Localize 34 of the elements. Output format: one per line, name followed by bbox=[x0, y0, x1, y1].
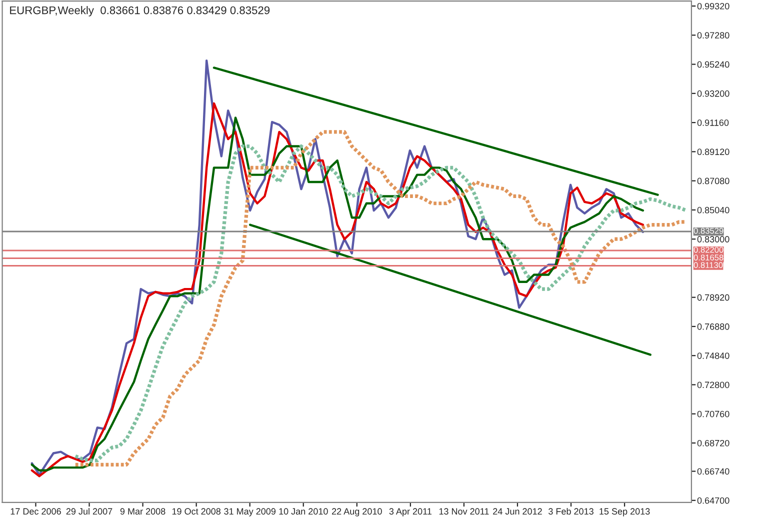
y-tick-label: 0.97280 bbox=[697, 32, 730, 39]
y-tick-label: 0.87080 bbox=[697, 178, 730, 184]
x-tick-label: 9 Mar 2008 bbox=[120, 508, 166, 515]
y-tick-label: 0.68720 bbox=[697, 440, 730, 446]
x-tick-label: 22 Aug 2010 bbox=[332, 508, 382, 516]
y-tick-label: 0.72800 bbox=[697, 382, 730, 388]
y-tick-label: 0.74840 bbox=[697, 352, 730, 359]
y-tick-label: 0.91160 bbox=[697, 120, 729, 126]
y-tick-label: 0.78920 bbox=[697, 294, 730, 301]
x-tick-label: 3 Feb 2013 bbox=[548, 508, 594, 515]
y-tick-label: 0.64700 bbox=[697, 497, 730, 504]
y-tick-label: 0.76880 bbox=[697, 323, 730, 330]
x-tick-label: 17 Dec 2006 bbox=[10, 508, 61, 515]
y-tick-label: 0.89120 bbox=[697, 148, 730, 156]
x-tick-label: 24 Jun 2012 bbox=[493, 508, 542, 515]
y-tick-label: 0.95240 bbox=[697, 61, 730, 68]
x-tick-label: 13 Nov 2011 bbox=[439, 508, 489, 515]
x-tick-label: 3 Apr 2011 bbox=[389, 508, 432, 516]
ref-line-label: 0.81130 bbox=[694, 262, 723, 268]
x-tick-label: 31 May 2009 bbox=[224, 508, 276, 516]
ref-line-label: 0.82200 bbox=[694, 246, 724, 253]
x-tick-label: 29 Jul 2007 bbox=[66, 508, 112, 515]
ref-line-label: 0.81658 bbox=[694, 254, 724, 260]
chart-title: EURGBP,Weekly 0.83661 0.83876 0.83429 0.83529 bbox=[10, 6, 270, 16]
x-tick-label: 19 Oct 2008 bbox=[172, 508, 221, 515]
y-tick-label: 0.85040 bbox=[697, 206, 730, 214]
ref-line-label: 0.83529 bbox=[694, 228, 724, 234]
x-tick-label: 15 Sep 2013 bbox=[600, 508, 650, 516]
x-tick-label: 10 Jan 2010 bbox=[279, 508, 328, 515]
y-tick-label: 0.93200 bbox=[697, 90, 730, 97]
y-tick-label: 0.70760 bbox=[697, 410, 730, 418]
y-tick-label: 0.66740 bbox=[697, 468, 730, 475]
y-tick-label: 0.83000 bbox=[697, 236, 730, 242]
y-tick-label: 0.99320 bbox=[697, 3, 730, 10]
